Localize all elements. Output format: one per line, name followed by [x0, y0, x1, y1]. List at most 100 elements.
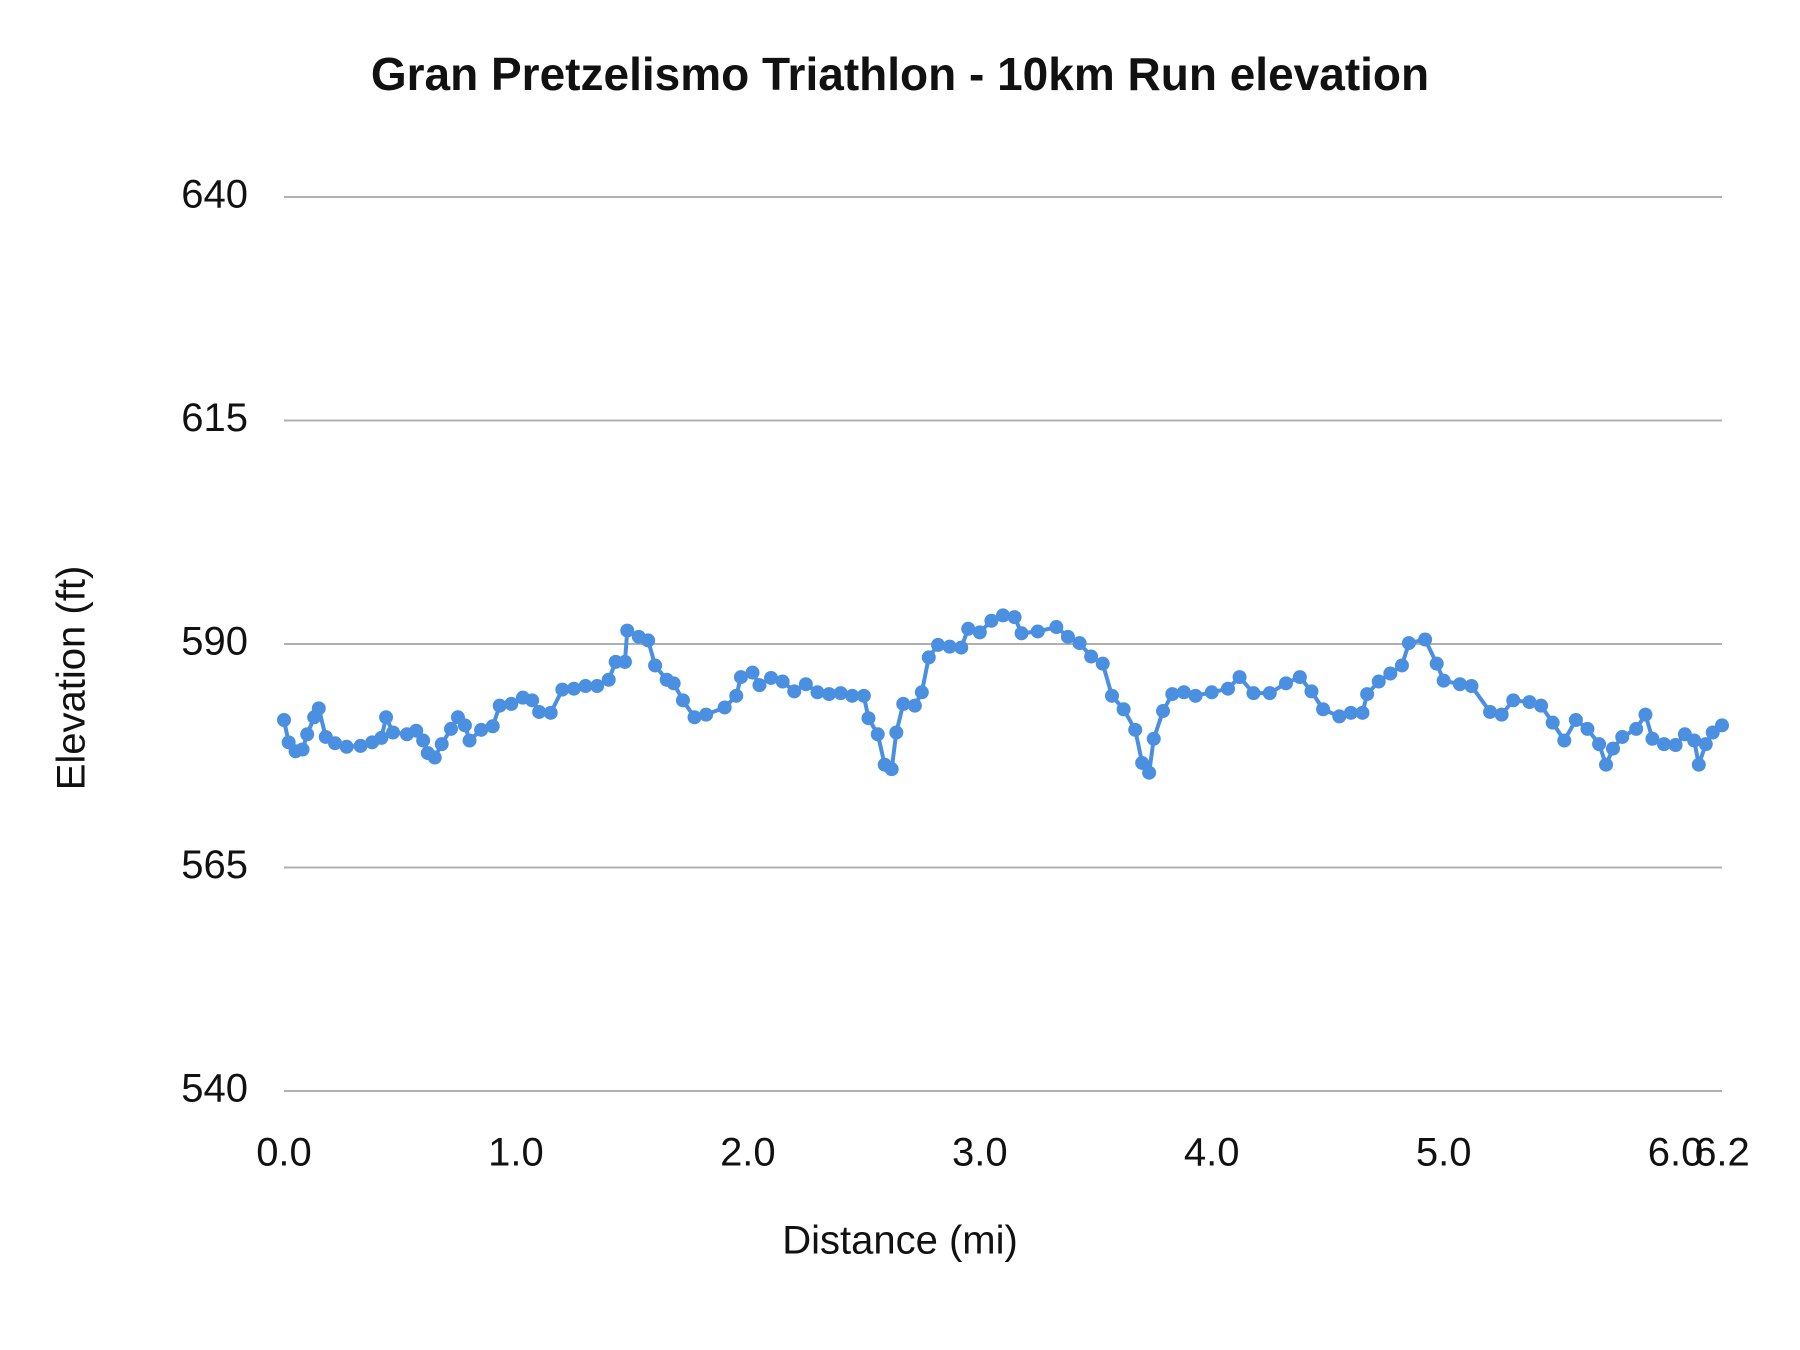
data-point: [1135, 755, 1150, 770]
data-point: [1332, 709, 1347, 724]
data-point: [601, 672, 616, 687]
data-point: [1371, 674, 1386, 689]
data-point: [1483, 704, 1498, 719]
data-point: [416, 733, 431, 748]
data-point: [1534, 698, 1549, 713]
data-point: [752, 678, 767, 693]
data-point: [787, 684, 802, 699]
data-point: [641, 633, 656, 648]
data-point: [1095, 656, 1110, 671]
data-point: [1246, 686, 1261, 701]
data-point: [578, 679, 593, 694]
data-point: [1545, 715, 1560, 730]
data-point: [861, 711, 876, 726]
data-point: [617, 654, 632, 669]
data-point: [914, 685, 929, 700]
data-point: [1436, 673, 1451, 688]
data-point: [1494, 707, 1509, 722]
x-tick-label: 6.0: [1648, 1131, 1704, 1175]
data-point: [1176, 685, 1191, 700]
data-point: [474, 722, 489, 737]
data-point: [1014, 626, 1029, 641]
data-point: [328, 736, 343, 751]
data-point: [1638, 707, 1653, 722]
data-point: [1452, 677, 1467, 692]
data-point: [870, 727, 885, 742]
data-point: [1715, 718, 1729, 733]
data-point: [856, 688, 871, 703]
data-point: [1464, 679, 1479, 694]
data-point: [1188, 688, 1203, 703]
data-point: [1165, 687, 1180, 702]
data-point: [1220, 681, 1235, 696]
data-point: [1292, 670, 1307, 685]
y-tick-label: 565: [181, 843, 248, 887]
x-tick-label: 0.0: [256, 1131, 312, 1175]
data-point: [1105, 688, 1120, 703]
data-point: [1084, 649, 1099, 664]
data-point: [996, 608, 1010, 623]
data-point: [907, 698, 922, 713]
x-tick-label: 3.0: [952, 1131, 1008, 1175]
data-point: [648, 658, 663, 673]
data-point: [1360, 687, 1375, 702]
y-axis-label: Elevation (ft): [50, 566, 94, 791]
data-point: [1072, 636, 1087, 651]
data-point: [1007, 610, 1022, 625]
data-point: [1605, 741, 1620, 756]
data-point: [485, 719, 500, 734]
data-point: [1691, 757, 1706, 772]
data-point: [1146, 731, 1161, 746]
data-point: [1687, 733, 1702, 748]
data-point: [1128, 722, 1143, 737]
data-point: [1401, 636, 1416, 651]
data-point: [1116, 702, 1131, 717]
data-point: [1592, 737, 1607, 752]
data-point: [1580, 721, 1595, 736]
data-point: [532, 704, 547, 719]
data-point: [845, 688, 860, 703]
data-point: [775, 674, 790, 689]
data-point: [961, 621, 976, 636]
data-point: [1204, 685, 1219, 700]
data-point: [764, 670, 779, 685]
data-point: [462, 733, 477, 748]
data-point: [1278, 676, 1293, 691]
data-point: [699, 707, 714, 722]
data-point: [1522, 695, 1537, 710]
data-point: [1615, 729, 1630, 744]
data-point: [1343, 705, 1358, 720]
data-point: [504, 696, 519, 711]
data-point: [492, 698, 507, 713]
data-point: [942, 639, 957, 654]
data-point: [353, 738, 368, 753]
data-point: [1557, 733, 1572, 748]
data-point: [1156, 704, 1171, 719]
x-axis-label: Distance (mi): [782, 1219, 1018, 1263]
data-point: [1429, 656, 1444, 671]
data-point: [822, 687, 837, 702]
data-point: [675, 693, 690, 708]
data-point: [1383, 666, 1398, 681]
data-point: [525, 693, 540, 708]
data-point: [1030, 624, 1045, 639]
y-tick-label: 640: [181, 173, 248, 217]
data-point: [745, 665, 760, 680]
data-point: [1657, 737, 1672, 752]
data-point: [374, 730, 389, 745]
data-point: [1668, 738, 1683, 753]
data-point: [277, 712, 291, 727]
data-point: [566, 681, 581, 696]
data-point: [590, 679, 605, 694]
data-point: [311, 701, 326, 716]
data-point: [1316, 702, 1331, 717]
data-point: [896, 696, 911, 711]
data-point: [833, 686, 848, 701]
data-point: [1629, 721, 1644, 736]
data-point: [889, 725, 904, 740]
data-point: [434, 737, 449, 752]
data-point: [810, 685, 825, 700]
data-point: [409, 723, 424, 738]
chart-title: Gran Pretzelismo Triathlon - 10km Run el…: [371, 48, 1429, 100]
